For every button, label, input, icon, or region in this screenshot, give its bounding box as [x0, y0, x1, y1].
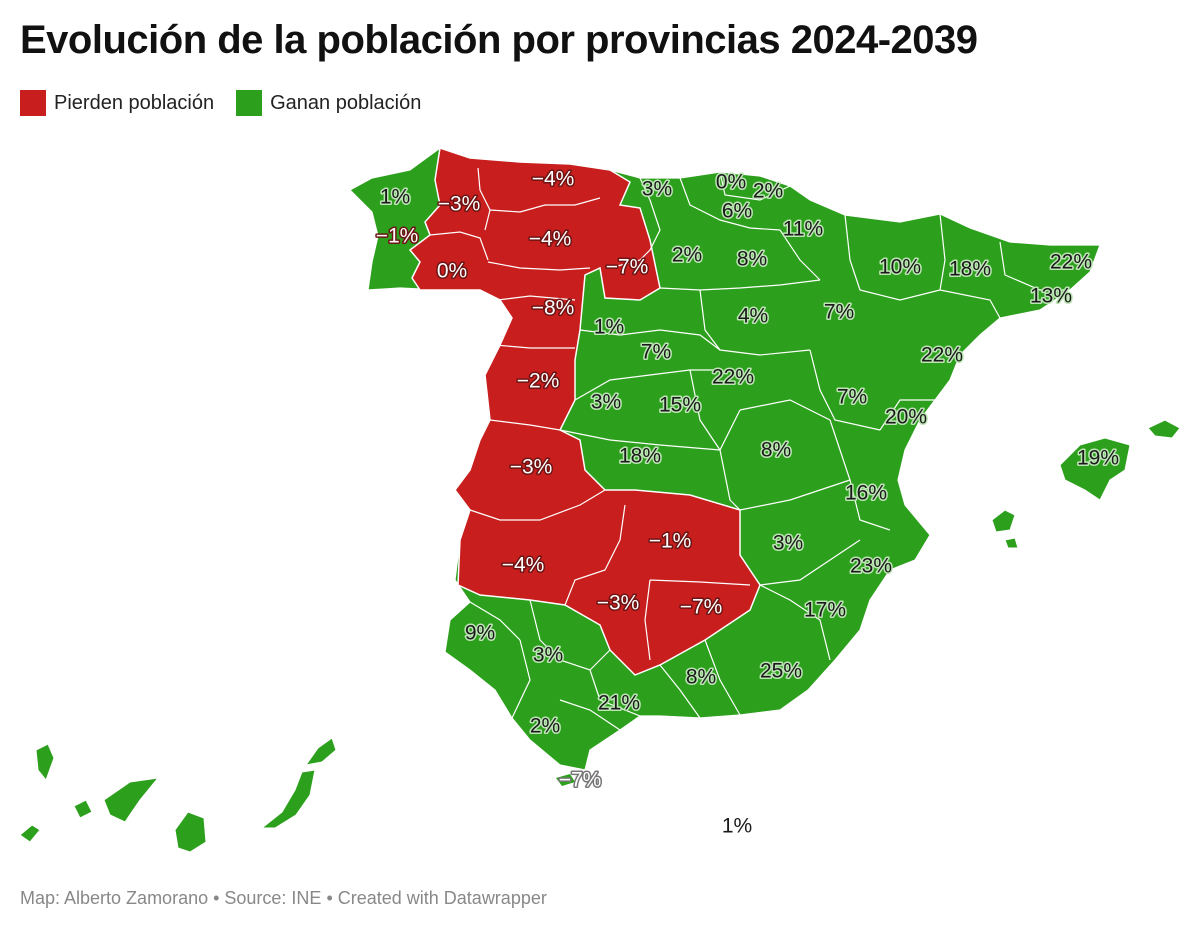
label-alava: 6% [722, 200, 752, 223]
label-burgos: 2% [672, 244, 702, 267]
label-jaen: −7% [680, 596, 723, 619]
canary-islands [19, 737, 337, 853]
legend-label-loss: Pierden población [54, 91, 215, 114]
label-barcelona: 13% [1030, 285, 1072, 308]
label-leon: −4% [529, 228, 572, 251]
label-lugo: −3% [438, 193, 481, 216]
label-girona: 22% [1050, 251, 1092, 274]
label-castellon: 20% [885, 406, 927, 429]
label-cantabria: 3% [642, 178, 672, 201]
label-valladolid: 1% [594, 316, 624, 339]
label-huelva: 9% [465, 622, 495, 645]
label-albacete: 3% [773, 532, 803, 555]
label-ourense: 0% [437, 260, 467, 283]
label-salamanca: −2% [517, 370, 560, 393]
label-guipuzcoa: 2% [753, 180, 783, 203]
label-cadiz: 2% [530, 715, 560, 738]
legend: Pierden población Ganan población [20, 90, 421, 116]
label-avila: 3% [591, 391, 621, 414]
label-cordoba: −3% [597, 592, 640, 615]
label-cuenca: 8% [761, 439, 791, 462]
legend-swatch-loss [20, 90, 46, 116]
label-murcia: 17% [804, 599, 846, 622]
label-malaga: 21% [598, 692, 640, 715]
label-alicante: 23% [850, 555, 892, 578]
legend-item-gain: Ganan población [236, 90, 421, 116]
legend-swatch-gain [236, 90, 263, 116]
label-soria: 4% [738, 305, 768, 328]
label-ceuta: −7% [559, 769, 602, 792]
label-vizcaya: 0% [716, 171, 746, 194]
label-segovia: 7% [641, 341, 671, 364]
label-zaragoza: 7% [824, 301, 854, 324]
legend-item-loss: Pierden población [20, 90, 214, 116]
footer-credits: Map: Alberto Zamorano • Source: INE • Cr… [20, 888, 547, 908]
label-lleida: 18% [949, 258, 991, 281]
label-teruel: 7% [837, 386, 867, 409]
label-huesca: 10% [879, 256, 921, 279]
label-granada: 8% [686, 666, 716, 689]
label-navarra: 11% [783, 218, 823, 241]
label-toledo: 18% [619, 445, 661, 468]
label-almeria: 25% [760, 660, 802, 683]
label-larioja: 8% [737, 248, 767, 271]
label-asturias: −4% [532, 168, 575, 191]
label-badajoz: −4% [502, 554, 545, 577]
legend-label-gain: Ganan población [270, 91, 422, 114]
ceuta-shape [556, 774, 575, 786]
page-title: Evolución de la población por provincias… [20, 18, 978, 62]
label-ciudadreal: −1% [649, 530, 692, 553]
label-sevilla: 3% [533, 644, 563, 667]
label-zamora: −8% [532, 297, 575, 320]
province-borders [424, 167, 1070, 731]
balearic-islands [991, 419, 1181, 549]
label-palencia: −7% [606, 256, 649, 279]
label-baleares: 19% [1077, 447, 1119, 470]
label-guadalajara: 22% [712, 366, 754, 389]
province-labels: 1% −3% −4% 3% 0% 2% 6% 11% 10% 18% 22% 1… [374, 166, 1120, 838]
label-tarragona: 22% [921, 344, 963, 367]
label-pontevedra: −1% [376, 225, 419, 248]
label-coruna: 1% [380, 186, 410, 209]
label-valencia: 16% [845, 482, 887, 505]
label-caceres: −3% [510, 456, 553, 479]
label-madrid: 15% [659, 394, 701, 417]
label-canarias: 1% [722, 815, 752, 838]
